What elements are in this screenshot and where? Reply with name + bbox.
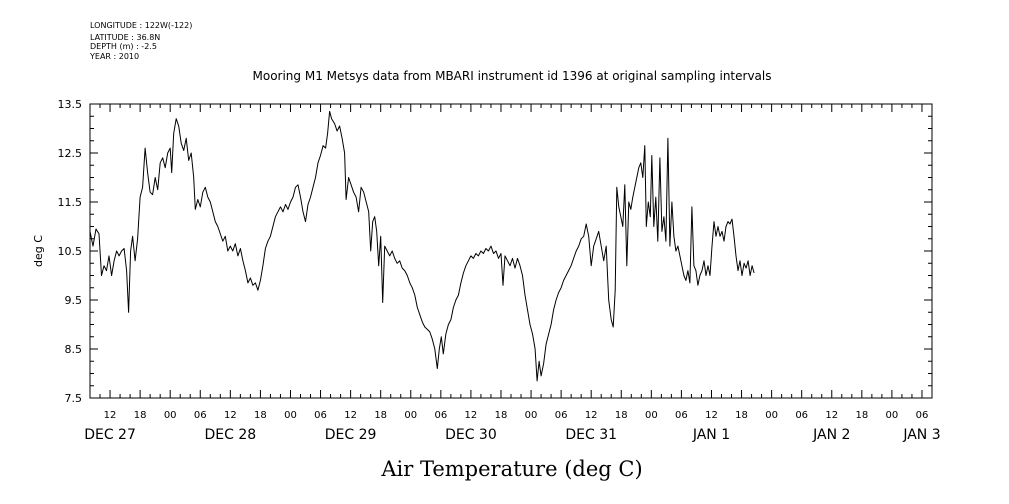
y-tick-label: 11.5 [58,196,83,209]
x-hour-label: 18 [134,410,147,421]
x-hour-label: 12 [465,410,478,421]
plot-frame [89,103,933,399]
x-hour-label: 00 [645,410,658,421]
x-hour-label: 18 [735,410,748,421]
y-tick-label: 9.5 [65,294,83,307]
x-hour-label: 06 [434,410,447,421]
x-hour-label: 00 [404,410,417,421]
x-hour-label: 18 [855,410,868,421]
y-tick-label: 7.5 [65,392,83,405]
x-day-label: JAN 2 [812,427,850,443]
x-hour-label: 18 [495,410,508,421]
x-hour-label: 06 [555,410,568,421]
meta-latitude: LATITUDE : 36.8N [90,33,160,42]
x-hour-label: 06 [194,410,207,421]
x-day-label: DEC 29 [325,427,377,443]
x-hour-label: 18 [374,410,387,421]
x-hour-label: 12 [104,410,117,421]
y-tick-label: 13.5 [58,98,83,111]
x-day-label: DEC 30 [445,427,497,443]
y-tick-label: 12.5 [58,147,83,160]
y-axis: 7.5 8.5 9.5 10.5 11.5 12.5 13.5 [58,98,932,405]
meta-year: YEAR : 2010 [89,52,139,61]
x-hour-label: 06 [916,410,929,421]
x-day-label: DEC 27 [84,427,136,443]
chart-title: Mooring M1 Metsys data from MBARI instru… [253,69,772,83]
x-day-label: DEC 28 [204,427,256,443]
x-hour-label: 06 [675,410,688,421]
x-day-label: DEC 31 [565,427,617,443]
y-tick-label: 10.5 [58,245,83,258]
x-hour-label: 12 [585,410,598,421]
y-tick-label: 8.5 [65,343,83,356]
x-hour-label: 12 [344,410,357,421]
x-day-label: JAN 1 [692,427,730,443]
x-hour-label: 06 [314,410,327,421]
x-hour-label: 12 [224,410,237,421]
series-group [89,110,755,382]
series-line [89,110,755,382]
x-axis-title: Air Temperature (deg C) [380,457,642,481]
x-hour-label: 00 [765,410,778,421]
x-hour-label: 00 [886,410,899,421]
x-hour-label: 18 [254,410,267,421]
metadata-block: LONGITUDE : 122W(-122) LATITUDE : 36.8N … [89,21,192,61]
y-axis-label: deg C [32,235,45,267]
x-hour-label: 12 [825,410,838,421]
x-hour-label: 06 [795,410,808,421]
meta-depth: DEPTH (m) : -2.5 [90,42,157,51]
x-hour-label: 00 [525,410,538,421]
x-day-label: JAN 3 [902,427,940,443]
x-axis: 12 18 00 06 12 18 00 06 12 18 00 06 12 18 00 06 12 18 00 06… [84,104,941,443]
x-hour-label: 00 [164,410,177,421]
x-hour-label: 00 [284,410,297,421]
x-hour-label: 18 [615,410,628,421]
x-hour-label: 12 [705,410,718,421]
meta-longitude: LONGITUDE : 122W(-122) [90,21,192,30]
